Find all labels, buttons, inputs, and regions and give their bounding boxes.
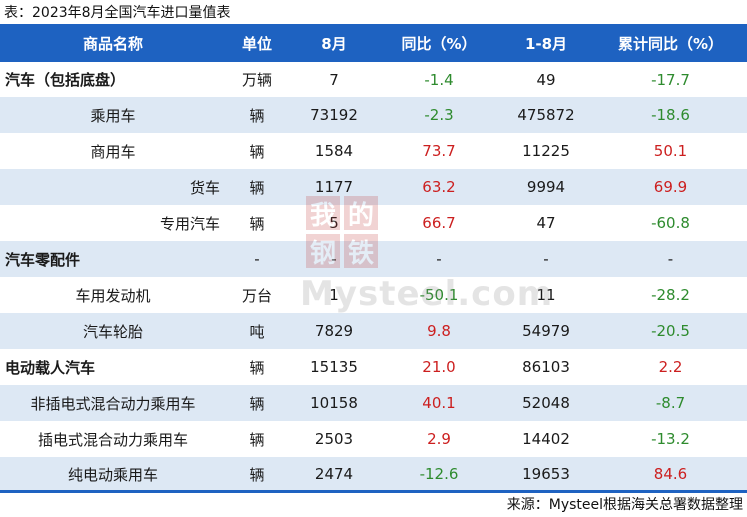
table-body: 汽车（包括底盘） 万辆 7 -1.4 49 -17.7 乘用车辆 73192 -2.3 47587… [0, 62, 747, 491]
row-august-value: 7829 [314, 322, 354, 340]
table-row: 非插电式混合动力乘用车 辆 10158 40.1 52048 -8.7 [0, 385, 747, 421]
row-ytd-value: 11 [536, 286, 556, 304]
row-name: 汽车轮胎 [82, 322, 143, 341]
header-ytd: 1-8月 [524, 34, 568, 53]
header-unit: 单位 [241, 34, 272, 53]
table-header-row: 商品名称 单位 8月 同比（%） 1-8月 累计同比（%） [0, 24, 747, 62]
row-ytd-value: 475872 [517, 106, 575, 124]
table-row: 专用汽车 辆 5 66.7 47 -60.8 [0, 205, 747, 241]
table-caption: 表：2023年8月全国汽车进口量值表 [4, 5, 231, 21]
table-row: 汽车轮胎 吨 7829 9.8 54979 -20.5 [0, 313, 747, 349]
row-cumulative-yoy: -60.8 [651, 214, 690, 232]
row-unit: 辆 [249, 142, 265, 161]
row-unit: 辆 [249, 394, 265, 413]
row-name: 商用车 [90, 142, 136, 161]
row-ytd-value: 14402 [522, 430, 570, 448]
row-august-value: 7 [329, 70, 339, 89]
row-name: 电动载人汽车 [5, 358, 96, 377]
row-ytd-value: 86103 [522, 358, 570, 376]
row-ytd-value: 52048 [522, 394, 570, 412]
row-cumulative-yoy: -20.5 [651, 322, 690, 340]
row-unit: 万台 [241, 286, 272, 305]
row-ytd-value: 49 [536, 70, 556, 89]
row-yoy: -1.4 [424, 70, 454, 89]
header-august: 8月 [321, 34, 347, 53]
row-cumulative-yoy: - [667, 250, 674, 268]
row-august-value: 10158 [310, 394, 358, 412]
row-yoy: -50.1 [419, 286, 459, 304]
table-row: 货车 辆 1177 63.2 9994 69.9 [0, 169, 747, 205]
row-yoy: 40.1 [422, 394, 456, 412]
row-august-value: 2474 [314, 465, 354, 483]
row-yoy: 9.8 [427, 322, 451, 340]
row-name: 货车 [190, 178, 221, 197]
row-cumulative-yoy: -13.2 [651, 430, 690, 448]
table-bottom-rule [0, 490, 747, 493]
row-unit: 辆 [249, 430, 265, 449]
row-cumulative-yoy: -8.7 [655, 394, 686, 412]
row-cumulative-yoy: 84.6 [653, 465, 688, 483]
source-note: 来源：Mysteel根据海关总署数据整理 [506, 497, 743, 513]
row-unit: 万辆 [241, 71, 272, 89]
row-unit: 辆 [249, 214, 265, 233]
row-name: 专用汽车 [160, 214, 221, 233]
row-august-value: 73192 [310, 106, 358, 124]
row-yoy: 2.9 [427, 430, 451, 448]
row-unit: 辆 [249, 106, 265, 125]
header-yoy: 同比（%） [401, 34, 477, 53]
row-ytd-value: 54979 [522, 322, 570, 340]
row-name: 乘用车 [90, 106, 136, 125]
row-cumulative-yoy: 69.9 [653, 178, 688, 196]
row-august-value: 1177 [314, 178, 354, 196]
table-row: 车用发动机 万台 1 -50.1 11 -28.2 [0, 277, 747, 313]
table-row: 商用车 辆 1584 73.7 11225 50.1 [0, 133, 747, 169]
row-august-value: 1 [329, 286, 339, 304]
table-row: 汽车零配件 - - - - - [0, 241, 747, 277]
row-name: 汽车零配件 [5, 250, 81, 269]
row-yoy: 21.0 [422, 358, 456, 376]
row-cumulative-yoy: -18.6 [651, 106, 690, 124]
row-name: 非插电式混合动力乘用车 [30, 394, 196, 413]
row-name: 插电式混合动力乘用车 [37, 430, 188, 449]
row-yoy: 66.7 [422, 214, 456, 232]
row-ytd-value: 9994 [526, 178, 566, 196]
row-unit: 辆 [249, 465, 265, 484]
row-yoy: -12.6 [419, 465, 459, 483]
row-yoy: -2.3 [424, 106, 454, 124]
row-august-value: - [331, 250, 337, 268]
import-data-table: 商品名称 单位 8月 同比（%） 1-8月 累计同比（%） 汽车（包括底盘） 万辆… [0, 24, 747, 491]
row-yoy: 73.7 [422, 142, 456, 160]
row-yoy: 63.2 [422, 178, 456, 196]
row-name: 汽车（包括底盘） [5, 71, 126, 89]
row-august-value: 15135 [310, 358, 358, 376]
row-august-value: 1584 [314, 142, 354, 160]
row-unit: 辆 [249, 178, 265, 197]
row-ytd-value: 11225 [522, 142, 570, 160]
row-august-value: 2503 [314, 430, 354, 448]
row-cumulative-yoy: 2.2 [658, 358, 683, 376]
row-unit: - [254, 250, 260, 268]
row-name: 车用发动机 [75, 286, 151, 305]
row-yoy: - [436, 250, 442, 268]
row-cumulative-yoy: -17.7 [651, 70, 690, 89]
row-ytd-value: 19653 [522, 465, 570, 483]
table-row: 电动载人汽车 辆 15135 21.0 86103 2.2 [0, 349, 747, 385]
header-name: 商品名称 [82, 34, 143, 53]
row-cumulative-yoy: 50.1 [653, 142, 688, 160]
row-cumulative-yoy: -28.2 [651, 286, 690, 304]
table-row: 乘用车 辆 73192 -2.3 475872 -18.6 [0, 97, 747, 133]
table-row: 纯电动乘用车 辆 2474 -12.6 19653 84.6 [0, 457, 747, 491]
header-cumulative-yoy: 累计同比（%） [617, 34, 724, 53]
table-row: 汽车（包括底盘） 万辆 7 -1.4 49 -17.7 [0, 62, 747, 97]
row-august-value: 5 [329, 214, 339, 232]
row-name: 纯电动乘用车 [67, 465, 158, 484]
row-unit: 辆 [249, 358, 265, 377]
row-ytd-value: 47 [536, 214, 556, 232]
row-ytd-value: - [543, 250, 549, 268]
table-row: 插电式混合动力乘用车 辆 2503 2.9 14402 -13.2 [0, 421, 747, 457]
row-unit: 吨 [249, 322, 265, 341]
